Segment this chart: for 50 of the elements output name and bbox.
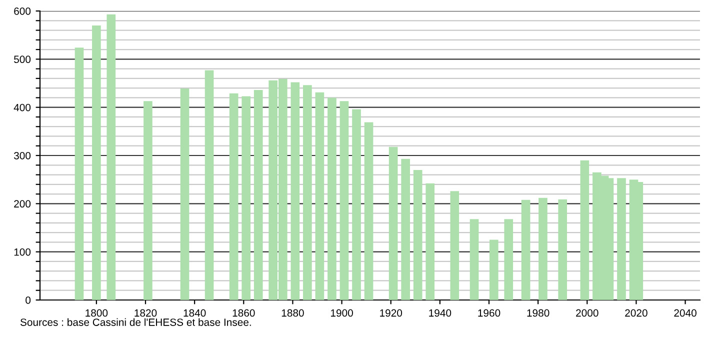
y-tick-label: 600: [14, 8, 31, 15]
bar: [180, 88, 190, 300]
bar: [106, 14, 116, 300]
bar: [401, 158, 410, 300]
bar: [489, 240, 498, 300]
bar: [364, 122, 374, 300]
x-tick-label: 2040: [674, 309, 696, 317]
bar: [74, 48, 84, 300]
x-tick-label: 1940: [429, 309, 452, 317]
y-tick-label: 400: [14, 104, 31, 112]
bar: [303, 85, 312, 300]
bar: [92, 25, 101, 300]
x-tick-label: 1960: [478, 309, 500, 317]
bar: [538, 198, 548, 300]
y-tick-label: 300: [14, 152, 31, 160]
bar: [340, 101, 349, 300]
x-tick-label: 1800: [86, 309, 108, 317]
bar: [470, 219, 479, 300]
x-tick-label: 1860: [232, 309, 255, 317]
bar: [426, 183, 435, 300]
bar: [144, 101, 152, 300]
bar: [315, 92, 324, 300]
x-tick-label: 2020: [625, 309, 648, 317]
y-tick-label: 0: [26, 296, 31, 304]
x-tick-label: 1900: [330, 309, 353, 317]
bar: [521, 200, 530, 300]
x-tick-label: 1820: [134, 309, 157, 317]
source-note: Sources : base Cassini de l'EHESS et base Insee.: [20, 318, 251, 326]
bar: [413, 170, 422, 300]
y-tick-label: 100: [14, 248, 31, 256]
y-tick-label: 200: [14, 200, 31, 208]
y-tick-label: 500: [14, 56, 31, 64]
bar: [242, 96, 251, 300]
bar: [450, 191, 460, 300]
x-tick-label: 1840: [184, 309, 206, 317]
bar: [388, 146, 398, 300]
x-tick-label: 2000: [576, 309, 598, 317]
bar: [352, 109, 361, 300]
bar: [229, 93, 238, 300]
bar: [204, 70, 214, 300]
bar: [290, 82, 300, 300]
bar: [558, 199, 568, 300]
bar: [254, 90, 263, 300]
bar: [504, 219, 514, 300]
x-tick-label: 1880: [282, 309, 304, 317]
bar: [580, 160, 590, 300]
bar: [617, 178, 626, 300]
x-tick-label: 1920: [380, 309, 402, 317]
bar: [328, 98, 336, 300]
x-tick-label: 1980: [527, 309, 550, 317]
